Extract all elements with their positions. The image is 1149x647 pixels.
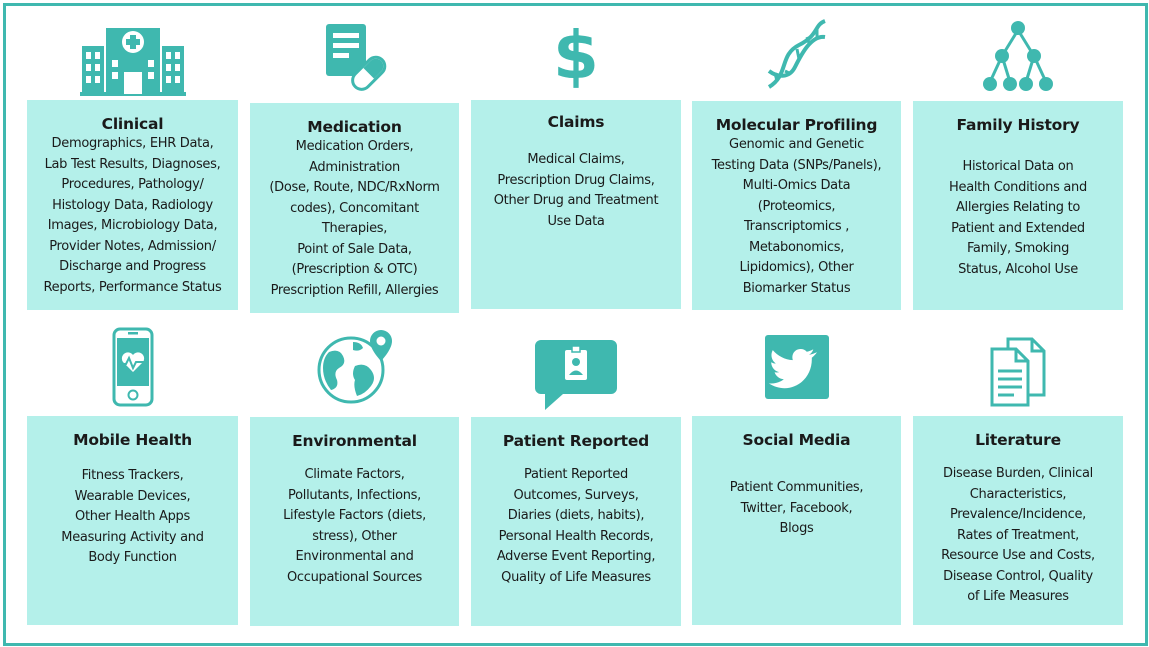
card-patient-reported: Patient Reported Patient Reported Outcom… (471, 417, 681, 626)
category-molecular-profiling: Molecular Profiling Genomic and Genetic … (692, 8, 901, 313)
card-title: Clinical (101, 115, 164, 133)
card-body: Patient Reported Outcomes, Surveys, Diar… (496, 467, 656, 585)
category-patient-reported: Patient Reported Patient Reported Outcom… (471, 322, 681, 627)
dollar-icon: $ (471, 8, 681, 98)
card-clinical: Clinical Demographics, EHR Data, Lab Tes… (27, 100, 238, 310)
svg-text:$: $ (556, 18, 596, 88)
card-title: Social Media (742, 431, 851, 449)
card-title: Environmental (292, 432, 417, 450)
card-medication: Medication Medication Orders, Administra… (250, 103, 459, 313)
card-title: Claims (547, 113, 605, 131)
card-body: Patient Communities, Twitter, Facebook, … (729, 480, 864, 536)
card-body: Historical Data on Health Conditions and… (949, 159, 1087, 277)
card-title: Molecular Profiling (715, 116, 878, 134)
category-family-history: Family History Historical Data on Health… (913, 8, 1123, 313)
card-title: Literature (975, 431, 1061, 449)
card-molecular-profiling: Molecular Profiling Genomic and Genetic … (692, 101, 901, 310)
category-claims: $ Claims Medical Claims, Prescription Dr… (471, 8, 681, 313)
category-literature: Literature Disease Burden, Clinical Char… (913, 322, 1123, 627)
card-body: Medical Claims, Prescription Drug Claims… (493, 152, 659, 229)
smartphone-heart-icon (27, 322, 238, 412)
card-body: Demographics, EHR Data, Lab Test Results… (43, 136, 222, 295)
card-title: Patient Reported (502, 432, 650, 450)
speech-badge-icon (471, 328, 681, 418)
card-family-history: Family History Historical Data on Health… (913, 101, 1123, 310)
category-clinical: Clinical Demographics, EHR Data, Lab Tes… (27, 8, 238, 313)
card-body: Genomic and Genetic Testing Data (SNPs/P… (711, 137, 882, 296)
card-body: Climate Factors, Pollutants, Infections,… (283, 467, 426, 585)
category-environmental: Environmental Climate Factors, Pollutant… (250, 322, 459, 627)
category-mobile-health: Mobile Health Fitness Trackers, Wearable… (27, 322, 238, 627)
card-claims: Claims Medical Claims, Prescription Drug… (471, 100, 681, 309)
card-body: Medication Orders, Administration (Dose,… (269, 139, 440, 298)
card-mobile-health: Mobile Health Fitness Trackers, Wearable… (27, 416, 238, 625)
card-environmental: Environmental Climate Factors, Pollutant… (250, 417, 459, 626)
card-social-media: Social Media Patient Communities, Twitte… (692, 416, 901, 625)
dna-icon (692, 10, 901, 100)
card-title: Medication (307, 118, 402, 136)
card-body: Fitness Trackers, Wearable Devices, Othe… (61, 468, 204, 565)
globe-pin-icon (250, 322, 459, 412)
documents-icon (913, 326, 1123, 416)
card-title: Mobile Health (73, 431, 192, 449)
category-medication: Medication Medication Orders, Administra… (250, 8, 459, 313)
twitter-icon (692, 322, 901, 412)
card-literature: Literature Disease Burden, Clinical Char… (913, 416, 1123, 625)
category-social-media: Social Media Patient Communities, Twitte… (692, 322, 901, 627)
family-tree-icon (913, 10, 1123, 100)
hospital-icon (27, 12, 238, 102)
card-title: Family History (956, 116, 1080, 134)
prescription-pill-icon (250, 12, 459, 102)
card-body: Disease Burden, Clinical Characteristics… (941, 466, 1095, 604)
